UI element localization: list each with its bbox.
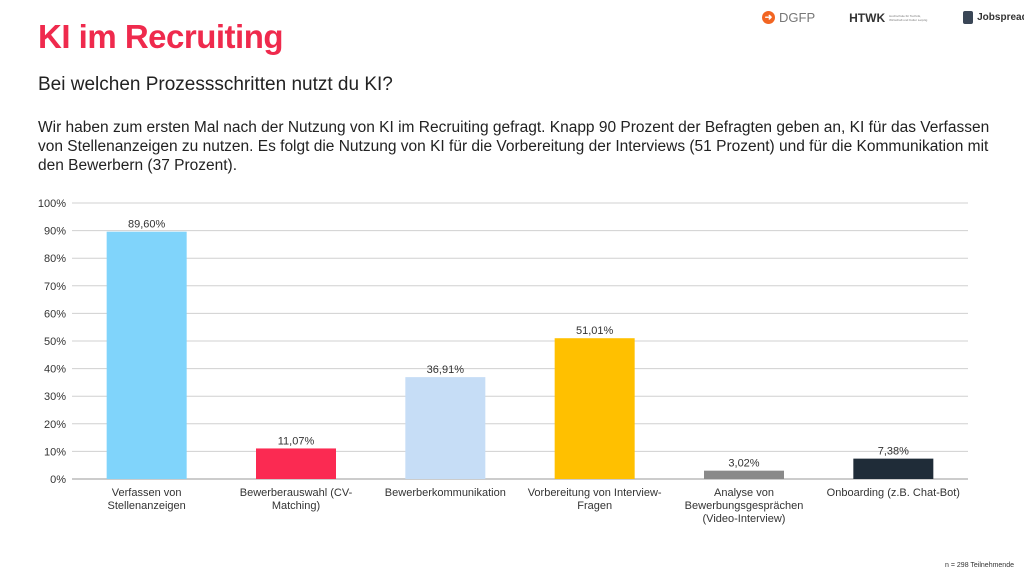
data-label: 11,07%: [278, 435, 315, 447]
htwk-text: HTWK: [849, 10, 886, 25]
y-tick-label: 50%: [44, 336, 66, 348]
x-category-label: Analyse von Bewerbungsgesprächen (Video-…: [684, 487, 804, 525]
data-label: 7,38%: [878, 446, 909, 458]
description: Wir haben zum ersten Mal nach der Nutzun…: [38, 119, 990, 174]
data-label: 51,01%: [576, 325, 614, 337]
y-tick-label: 0%: [50, 474, 66, 486]
data-label: 3,02%: [728, 458, 759, 470]
page-subtitle: Bei welchen Prozessschritten nutzt du KI…: [38, 74, 393, 95]
jobspreader-text: Jobspreader: [977, 12, 1024, 23]
bar: [405, 377, 486, 479]
bar: [554, 338, 635, 479]
y-tick-label: 10%: [44, 446, 66, 458]
bar: [704, 470, 784, 479]
y-tick-label: 30%: [44, 391, 66, 403]
logos: ➜ DGFP HTWK Hochschule für Technik, Wirtsc…: [762, 10, 1024, 25]
jobspreader-logo: Jobspreader: [963, 11, 1024, 24]
y-tick-label: 20%: [44, 419, 66, 431]
bar: [256, 448, 336, 479]
y-tick-label: 60%: [44, 308, 66, 320]
y-tick-label: 80%: [44, 253, 66, 265]
page-title: KI im Recruiting: [38, 18, 284, 55]
htwk-subtext: Hochschule für Technik, Wirtschaft und K…: [889, 13, 928, 22]
y-tick-label: 70%: [44, 281, 66, 293]
y-tick-label: 100%: [38, 198, 66, 210]
x-category-label: Bewerberauswahl (CV-Matching): [239, 487, 353, 512]
x-category-label: Bewerberkommunikation: [384, 487, 506, 499]
arrow-icon: ➜: [762, 11, 775, 24]
data-label: 36,91%: [427, 364, 465, 376]
y-tick-label: 40%: [44, 364, 66, 376]
dgfp-logo: ➜ DGFP: [762, 10, 815, 25]
bar: [106, 231, 187, 479]
htwk-logo: HTWK Hochschule für Technik, Wirtschaft u…: [849, 11, 929, 25]
jobspreader-icon: [963, 11, 974, 24]
x-category-label: Vorbereitung von Interview-Fragen: [527, 487, 662, 512]
dgfp-text: DGFP: [779, 10, 816, 25]
data-label: 89,60%: [128, 219, 166, 231]
sample-note: n = 298 Teilnehmende: [945, 562, 1014, 569]
x-category-label: Onboarding (z.B. Chat-Bot): [826, 487, 960, 499]
y-tick-label: 90%: [44, 226, 66, 238]
bar: [853, 458, 934, 479]
x-category-label: Verfassen von Stellenanzeigen: [107, 487, 186, 512]
